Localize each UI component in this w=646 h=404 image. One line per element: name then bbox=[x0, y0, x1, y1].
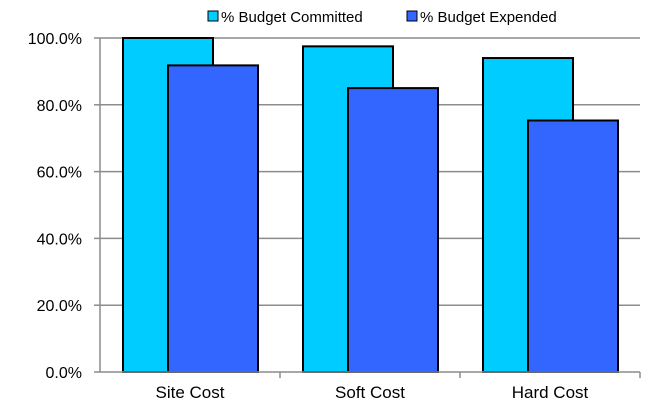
y-tick-label: 60.0% bbox=[37, 165, 82, 182]
bar-expended bbox=[527, 119, 619, 373]
legend-label: % Budget Expended bbox=[420, 9, 557, 26]
bars bbox=[122, 37, 619, 373]
legend: % Budget Committed % Budget Expended bbox=[207, 9, 557, 26]
y-tick-label: 80.0% bbox=[37, 98, 82, 115]
y-tick-label: 20.0% bbox=[37, 298, 82, 315]
x-tick-label: Hard Cost bbox=[512, 383, 589, 402]
legend-swatch bbox=[406, 10, 418, 22]
x-tick-label: Soft Cost bbox=[335, 383, 405, 402]
legend-label: % Budget Committed bbox=[221, 9, 363, 26]
y-tick-label: 40.0% bbox=[37, 231, 82, 248]
x-tick-labels: Site Cost Soft Cost Hard Cost bbox=[156, 383, 589, 402]
x-tick-label: Site Cost bbox=[156, 383, 225, 402]
legend-swatch bbox=[207, 10, 219, 22]
y-tick-labels: 0.0% 20.0% 40.0% 60.0% 80.0% 100.0% bbox=[28, 31, 82, 382]
y-tick-label: 100.0% bbox=[28, 31, 82, 48]
bar-expended bbox=[167, 64, 259, 373]
y-tick-label: 0.0% bbox=[46, 365, 82, 382]
bar-expended bbox=[347, 87, 439, 373]
axes bbox=[94, 37, 641, 378]
